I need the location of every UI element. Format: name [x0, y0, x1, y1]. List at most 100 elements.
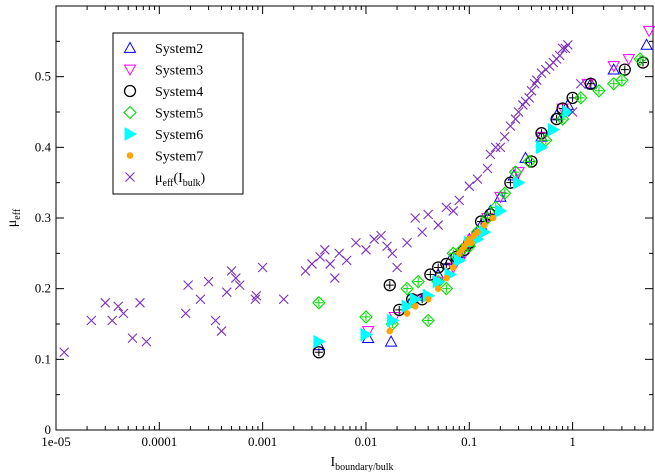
error-bar: [361, 312, 370, 321]
point-system7: [481, 221, 488, 229]
point-system6: [409, 292, 423, 307]
legend-marker-system2: [123, 41, 137, 53]
error-bar: [576, 93, 585, 102]
point-system6: [386, 313, 400, 328]
point-mu-eff-i-bulk: [118, 308, 129, 319]
series-system6: [313, 105, 575, 349]
point-system6: [360, 327, 374, 342]
x-tick-label: 1e-05: [41, 434, 71, 449]
point-mu-eff-i-bulk: [203, 276, 214, 287]
x-tick-label: 0.0001: [141, 434, 177, 449]
point-mu-eff-i-bulk: [402, 237, 412, 248]
point-system5: [574, 91, 588, 105]
point-mu-eff-i-bulk: [141, 336, 152, 347]
error-bar: [525, 157, 534, 166]
point-mu-eff-i-bulk: [513, 107, 524, 117]
point-system5: [592, 84, 606, 98]
point-mu-eff-i-bulk: [315, 251, 326, 262]
legend-marker-system6: [124, 127, 138, 141]
legend-label-system6: System6: [155, 128, 203, 143]
point-mu-eff-i-bulk: [417, 227, 428, 238]
point-mu-eff-i-bulk: [113, 301, 124, 312]
legend-label-part: (I: [173, 171, 183, 186]
point-mu-eff-i-bulk: [86, 315, 97, 326]
series-system3: [361, 25, 655, 338]
point-mu-eff-i-bulk: [554, 50, 565, 61]
point-mu-eff-i-bulk: [464, 181, 475, 192]
point-mu-eff-i-bulk: [557, 43, 568, 54]
point-mu-eff-i-bulk: [216, 326, 227, 336]
point-mu-eff-i-bulk: [531, 75, 542, 86]
point-mu-eff-i-bulk: [100, 297, 111, 308]
legend-label-part: ): [201, 171, 206, 186]
point-system7: [411, 303, 419, 310]
legend-label-system3: System3: [155, 64, 203, 79]
point-system6: [535, 140, 549, 155]
point-system7: [386, 327, 394, 335]
point-mu-eff-i-bulk: [210, 315, 221, 326]
x-tick-label: 0.01: [355, 434, 378, 449]
error-bar: [609, 79, 618, 88]
error-bar: [594, 86, 603, 95]
series-system5: [312, 52, 647, 331]
point-system4: [312, 346, 326, 359]
point-mu-eff-i-bulk: [221, 287, 232, 298]
point-system6: [313, 334, 326, 349]
error-bar: [314, 298, 323, 307]
point-system6: [453, 253, 467, 268]
legend: System2 System3 System4 System5 System6 Syste…: [112, 32, 244, 195]
y-axis-title-main: μ: [5, 220, 20, 228]
point-system2: [640, 38, 653, 50]
legend-marker-system4: [123, 84, 137, 98]
point-mu-eff-i-bulk: [234, 280, 245, 291]
point-system5: [411, 274, 425, 289]
point-mu-eff-i-bulk: [423, 209, 434, 220]
legend-label-system7: System7: [155, 150, 203, 165]
error-bar: [500, 189, 509, 198]
point-system7: [474, 228, 481, 236]
point-mu-eff-i-bulk: [107, 315, 118, 326]
point-mu-eff-i-bulk: [485, 149, 496, 160]
legend-marker-system5: [123, 105, 137, 120]
point-system2: [494, 190, 507, 202]
legend-marker-system7: [126, 152, 134, 159]
y-tick-label: 0.3: [35, 210, 51, 225]
point-mu-eff-i-bulk: [448, 206, 459, 216]
point-mu-eff-i-bulk: [387, 248, 398, 259]
point-mu-eff-i-bulk: [180, 308, 191, 319]
point-system6: [547, 122, 561, 137]
point-system5: [497, 186, 512, 201]
point-mu-eff-i-bulk: [482, 163, 493, 174]
x-axis-title-sub: boundary/bulk: [335, 462, 393, 472]
error-bar: [424, 316, 433, 325]
point-system4: [432, 261, 445, 274]
point-mu-eff-i-bulk: [278, 294, 289, 305]
point-system2: [384, 335, 398, 347]
y-tick-label: 0.2: [35, 281, 51, 296]
point-system6: [513, 175, 526, 190]
point-system4: [584, 77, 597, 90]
x-tick-label: 0.001: [248, 434, 277, 449]
error-bar: [414, 277, 423, 286]
y-tick-label: 0.4: [35, 139, 52, 154]
point-system6: [432, 274, 446, 289]
error-bar: [620, 65, 629, 74]
error-bar: [314, 348, 323, 357]
point-system2: [584, 77, 598, 89]
point-mu-eff-i-bulk: [499, 131, 510, 142]
legend-label-system5: System5: [155, 107, 203, 122]
y-tick-label: 0: [45, 422, 52, 437]
error-bar: [537, 129, 546, 138]
y-axis-title: μeff: [5, 208, 23, 227]
point-mu-eff-i-bulk: [495, 142, 506, 153]
point-system6: [401, 299, 415, 314]
point-mu-eff-i-bulk: [472, 174, 483, 185]
point-mu-eff-i-bulk: [351, 237, 361, 248]
point-mu-eff-i-bulk: [575, 78, 586, 89]
point-system5: [439, 281, 454, 296]
point-system2: [607, 63, 621, 75]
point-mu-eff-i-bulk: [562, 39, 573, 50]
point-mu-eff-i-bulk: [505, 121, 516, 132]
point-system5: [359, 310, 373, 324]
